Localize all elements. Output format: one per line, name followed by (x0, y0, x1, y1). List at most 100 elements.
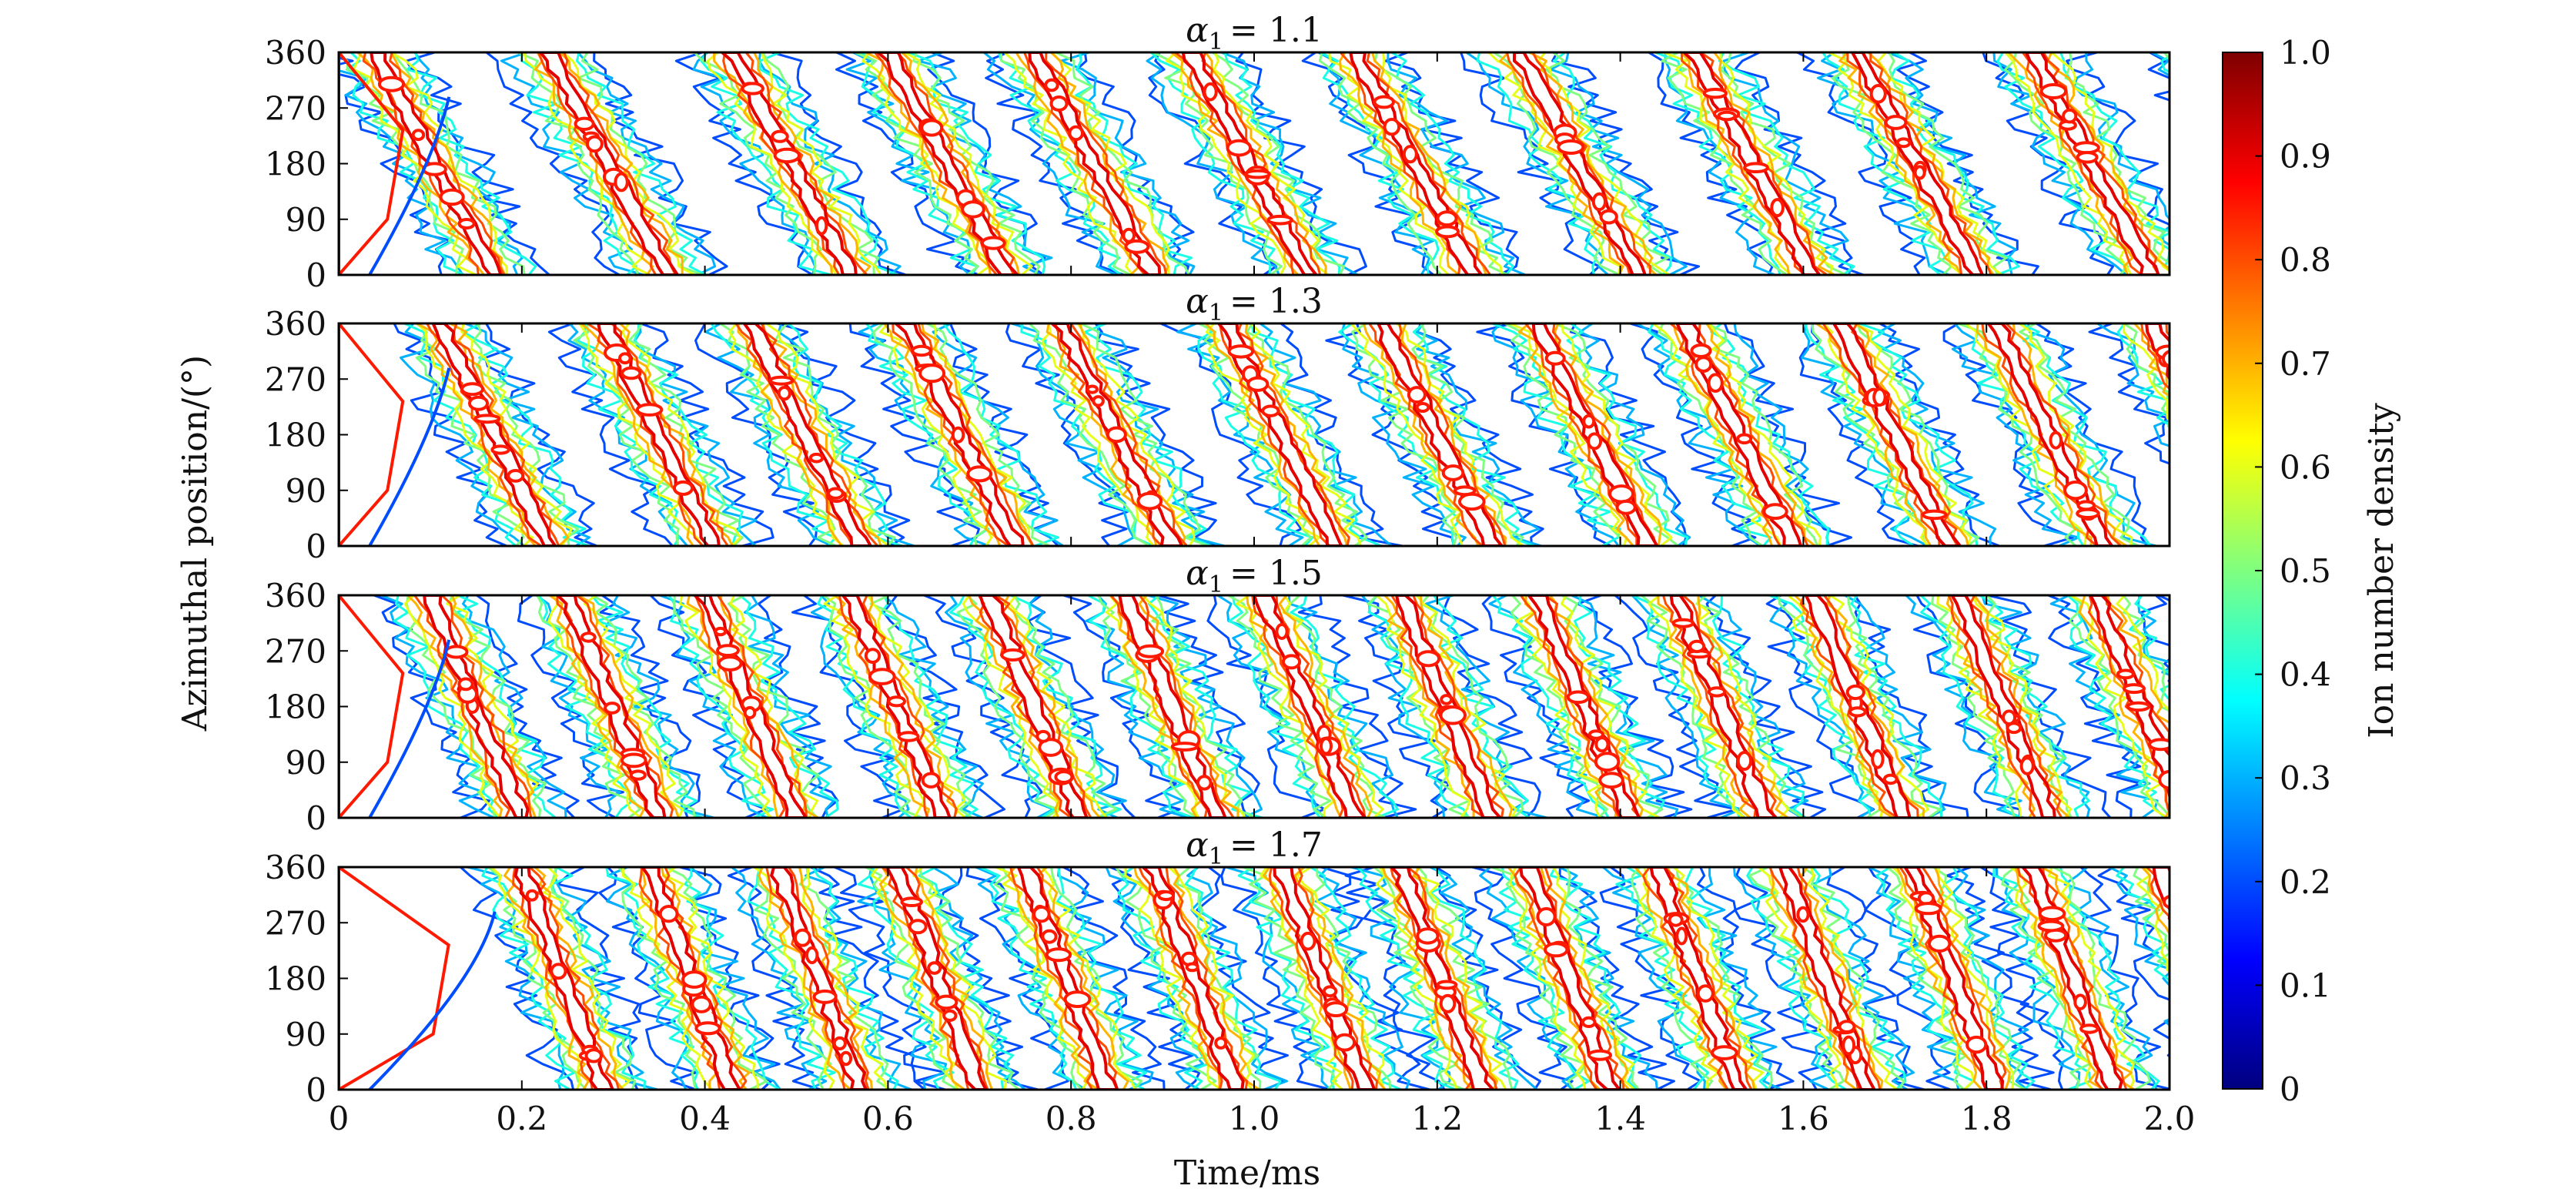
colorbar-tick-label: 0.7 (2280, 345, 2331, 383)
contour-level-0.9 (1682, 52, 1822, 275)
peak-contour (864, 648, 882, 664)
contour-level-0.4 (700, 52, 899, 275)
y-tick-label: 360 (265, 305, 326, 343)
contour-level-0.6 (2136, 867, 2170, 974)
peak-contour (1244, 169, 1271, 179)
transient-contour (339, 52, 405, 275)
contour-level-0.2 (1460, 52, 1701, 275)
transient-contour (339, 595, 405, 818)
peak-contour (2076, 151, 2099, 164)
peak-contour (444, 645, 469, 659)
contour-level-0.7 (1015, 52, 1169, 275)
contour-level-0.7 (883, 323, 1034, 546)
contour-level-0.4 (1149, 52, 1341, 275)
peak-contour (900, 896, 923, 907)
peak-contour (897, 731, 920, 742)
peak-contour (2203, 997, 2220, 1008)
contour-level-0.9 (1181, 52, 1318, 275)
peak-contour (1770, 198, 1785, 218)
contour-level-0.4 (1631, 595, 1807, 818)
contour-level-0.7 (548, 595, 680, 818)
peak-contour (2063, 481, 2088, 501)
contour-level-0.3 (858, 323, 1065, 546)
contour-level-0.6 (1375, 595, 1517, 818)
contour-level-0.7 (864, 52, 1021, 275)
contour-level-0.9 (1675, 323, 1803, 546)
peak-contour (1054, 770, 1074, 784)
contour-level-0.2 (1982, 52, 2170, 275)
peak-contour (1872, 387, 1887, 407)
contour-level-0.8 (586, 323, 729, 546)
y-tick-label: 180 (265, 960, 326, 998)
contour-level-0.4 (1962, 323, 2152, 546)
contour-band (2157, 595, 2290, 740)
contour-level-0.9 (423, 595, 530, 818)
contour-level-0.5 (1367, 595, 1524, 818)
y-axis-label: Azimuthal position/(°) (176, 355, 215, 732)
peak-contour (935, 994, 958, 1010)
contour-band (1476, 323, 1691, 546)
peak-contour (2276, 727, 2290, 740)
panel-4: 0 90 180 270 360 0 0.2 0.4 0.6 0.8 1.0 1.2 1.4 1.6 1.8… (265, 826, 2220, 1137)
contour-level-0.5 (573, 323, 744, 546)
peak-contour (1557, 139, 1585, 155)
peak-contour (1323, 1001, 1349, 1017)
contour-level-0.2 (547, 323, 774, 546)
contour-band (1942, 323, 2158, 546)
peak-contour (793, 928, 811, 947)
peak-contour (1435, 225, 1460, 239)
contour-band (1105, 867, 1289, 1090)
peak-contour (812, 990, 838, 1004)
contour-level-0.4 (1746, 867, 1907, 1090)
contour-band (1796, 52, 2039, 275)
contour-band (922, 595, 1136, 818)
peak-contour (621, 366, 642, 380)
peak-contour (1566, 690, 1591, 705)
peak-contour (1035, 729, 1051, 743)
peak-contour (1041, 929, 1058, 944)
contour-level-0.9 (1669, 595, 1778, 818)
contour-level-0.3 (500, 52, 717, 275)
contour-level-0.6 (1964, 323, 2133, 546)
peak-contour (741, 82, 764, 95)
contour-level-0.3 (1479, 867, 1658, 1090)
contour-level-0.8 (413, 595, 533, 818)
y-tick-label: 270 (265, 89, 326, 127)
peak-contour (1711, 1045, 1738, 1060)
contour-level-0.2 (1614, 595, 1827, 818)
contour-level-0.3 (1905, 595, 2091, 818)
peak-contour (918, 363, 946, 383)
contour-band (598, 867, 781, 1090)
contour-level-0.2 (1109, 867, 1289, 1090)
peak-contour (2039, 83, 2068, 99)
peak-contour (1227, 344, 1255, 359)
contour-level-0.2 (1979, 867, 2170, 1090)
initial-transient (339, 323, 451, 546)
peak-contour (585, 135, 604, 153)
contour-level-0.2 (1470, 867, 1675, 1090)
peak-contour (1696, 984, 1715, 1003)
contour-level-0.2 (1599, 867, 1795, 1090)
contour-level-0.6 (1822, 323, 1972, 546)
peak-contour (1246, 376, 1270, 392)
peak-contour (1196, 775, 1213, 791)
contour-level-0.2 (835, 52, 1046, 275)
contour-level-0.7 (878, 867, 993, 1090)
peak-contour (832, 1036, 847, 1051)
contour-level-0.8 (1514, 867, 1625, 1090)
contour-level-0.5 (872, 323, 1051, 546)
contour-level-0.3 (1224, 867, 1410, 1090)
peak-contour (1587, 729, 1604, 740)
contour-level-0.7 (1679, 52, 1836, 275)
colorbar-tick-label: 0.3 (2280, 759, 2331, 797)
peak-contour (827, 487, 845, 500)
contour-level-0.5 (536, 595, 696, 818)
peak-contour (1594, 736, 1610, 753)
peak-contour (507, 469, 525, 483)
contour-level-0.3 (810, 595, 984, 818)
contour-level-0.7 (1362, 323, 1507, 546)
contour-level-0.2 (965, 867, 1166, 1090)
y-tick-label: 90 (286, 201, 326, 239)
contour-level-0.9 (1349, 52, 1484, 275)
contour-band (1982, 52, 2170, 275)
